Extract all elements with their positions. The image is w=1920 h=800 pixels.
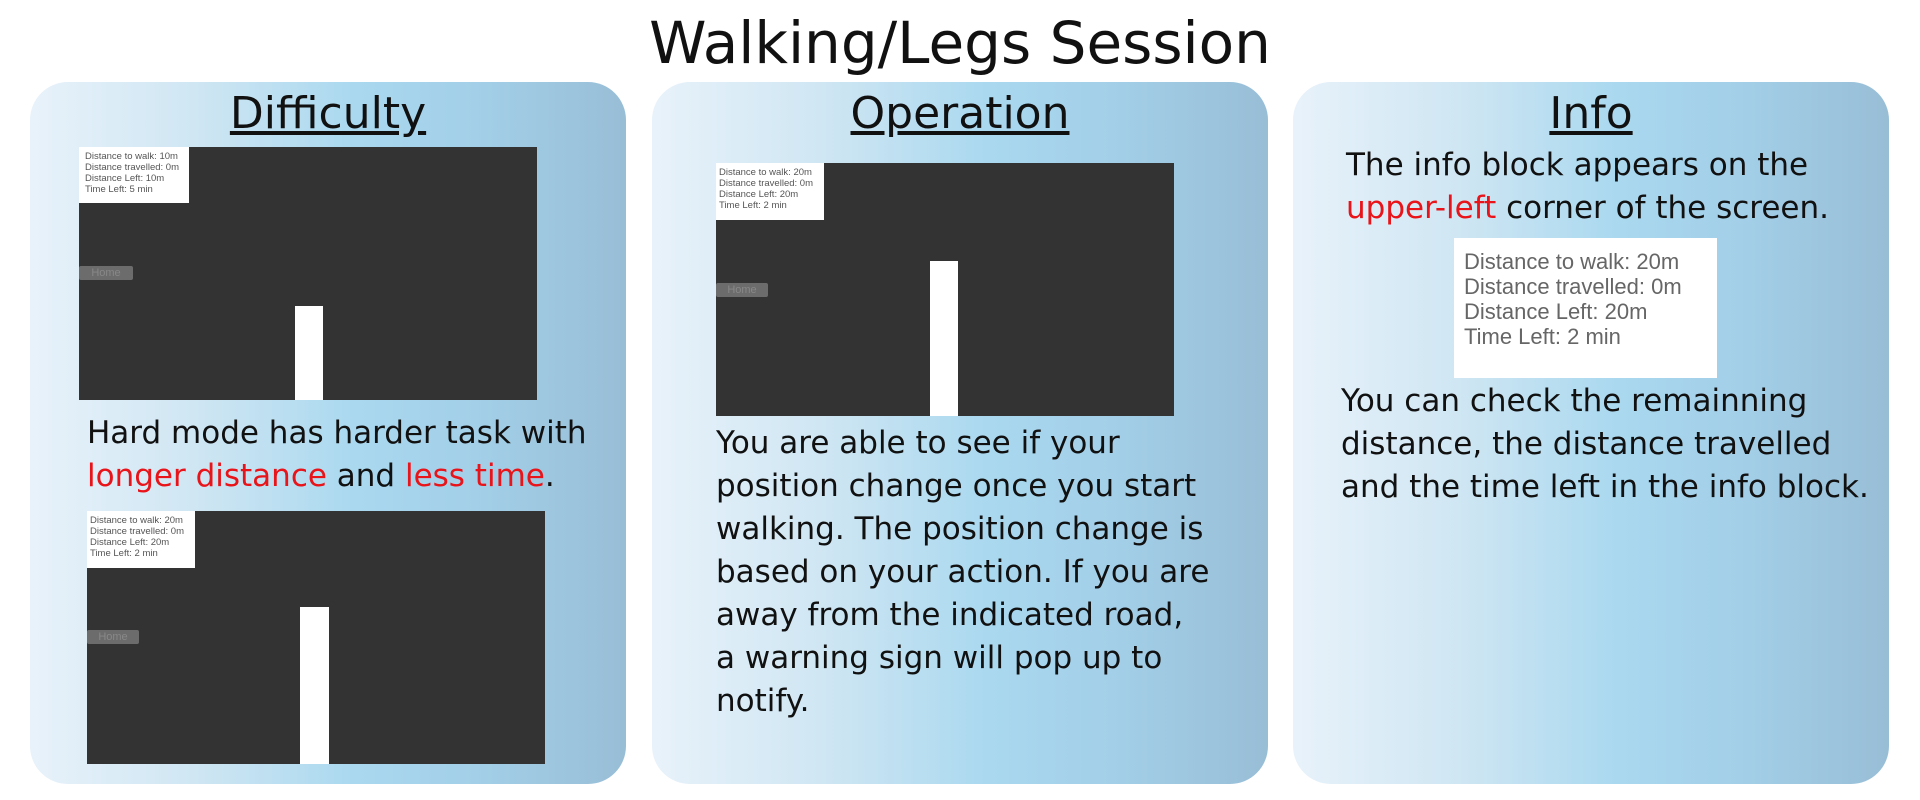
operation-description: You are able to see if your position cha…	[716, 422, 1256, 723]
description-line: notify.	[716, 683, 810, 719]
info-description: You can check the remainning distance, t…	[1341, 380, 1886, 509]
intro-line: upper-left corner of the screen.	[1346, 190, 1829, 226]
description-line: a warning sign will pop up to	[716, 640, 1163, 676]
description-line: longer distance and less time.	[87, 458, 555, 494]
operation-heading: Operation	[850, 88, 1070, 139]
info-block: Distance to walk: 20m Distance travelled…	[87, 511, 195, 568]
info-line: Distance to walk: 20m	[1464, 249, 1680, 274]
difficulty-panel: Difficulty Distance to walk: 10m Distanc…	[30, 82, 626, 784]
description-line: You are able to see if your	[716, 425, 1120, 461]
info-line: Time Left: 2 min	[1464, 324, 1621, 349]
info-line: Distance Left: 20m	[90, 537, 170, 548]
info-intro: The info block appears on the upper-left…	[1346, 144, 1876, 230]
road-marker	[930, 261, 958, 416]
info-line: Distance travelled: 0m	[1464, 274, 1682, 299]
info-line: Time Left: 5 min	[85, 184, 153, 195]
info-line: Distance travelled: 0m	[90, 526, 184, 537]
description-line: Hard mode has harder task with	[87, 415, 587, 451]
info-line: Distance travelled: 0m	[85, 162, 179, 173]
info-block-example: Distance to walk: 20m Distance travelled…	[1454, 238, 1717, 378]
intro-line: The info block appears on the	[1346, 147, 1809, 183]
info-line: Distance to walk: 20m	[90, 515, 183, 526]
description-line: position change once you start	[716, 468, 1197, 504]
description-line: based on your action. If you are	[716, 554, 1210, 590]
description-line: distance, the distance travelled	[1341, 426, 1832, 462]
easy-mode-screenshot: Distance to walk: 10m Distance travelled…	[79, 147, 537, 400]
info-line: Time Left: 2 min	[719, 200, 787, 211]
info-block: Distance to walk: 20m Distance travelled…	[716, 163, 824, 220]
home-button[interactable]: Home	[79, 266, 133, 280]
operation-screenshot: Distance to walk: 20m Distance travelled…	[716, 163, 1174, 416]
operation-panel: Operation Distance to walk: 20m Distance…	[652, 82, 1268, 784]
highlight-text: less time	[404, 458, 545, 494]
page-title: Walking/Legs Session	[649, 9, 1271, 77]
info-line: Distance to walk: 10m	[85, 151, 178, 162]
info-heading: Info	[1549, 88, 1633, 139]
info-panel: Info The info block appears on the upper…	[1293, 82, 1889, 784]
info-line: Distance to walk: 20m	[719, 167, 812, 178]
info-line: Time Left: 2 min	[90, 548, 158, 559]
info-line: Distance Left: 20m	[1464, 299, 1648, 324]
home-button[interactable]: Home	[87, 630, 139, 644]
difficulty-description: Hard mode has harder task with longer di…	[87, 412, 617, 498]
highlight-text: longer distance	[87, 458, 327, 494]
home-button[interactable]: Home	[716, 283, 768, 297]
road-marker	[295, 306, 323, 400]
description-line: walking. The position change is	[716, 511, 1204, 547]
description-line: away from the indicated road,	[716, 597, 1184, 633]
difficulty-heading: Difficulty	[229, 88, 427, 139]
description-line: and the time left in the info block.	[1341, 469, 1869, 505]
info-line: Distance travelled: 0m	[719, 178, 813, 189]
description-line: You can check the remainning	[1341, 383, 1808, 419]
hard-mode-screenshot: Distance to walk: 20m Distance travelled…	[87, 511, 545, 764]
info-line: Distance Left: 20m	[719, 189, 799, 200]
highlight-text: upper-left	[1346, 190, 1497, 226]
info-block: Distance to walk: 10m Distance travelled…	[79, 147, 189, 203]
info-line: Distance Left: 10m	[85, 173, 165, 184]
road-marker	[300, 607, 329, 764]
